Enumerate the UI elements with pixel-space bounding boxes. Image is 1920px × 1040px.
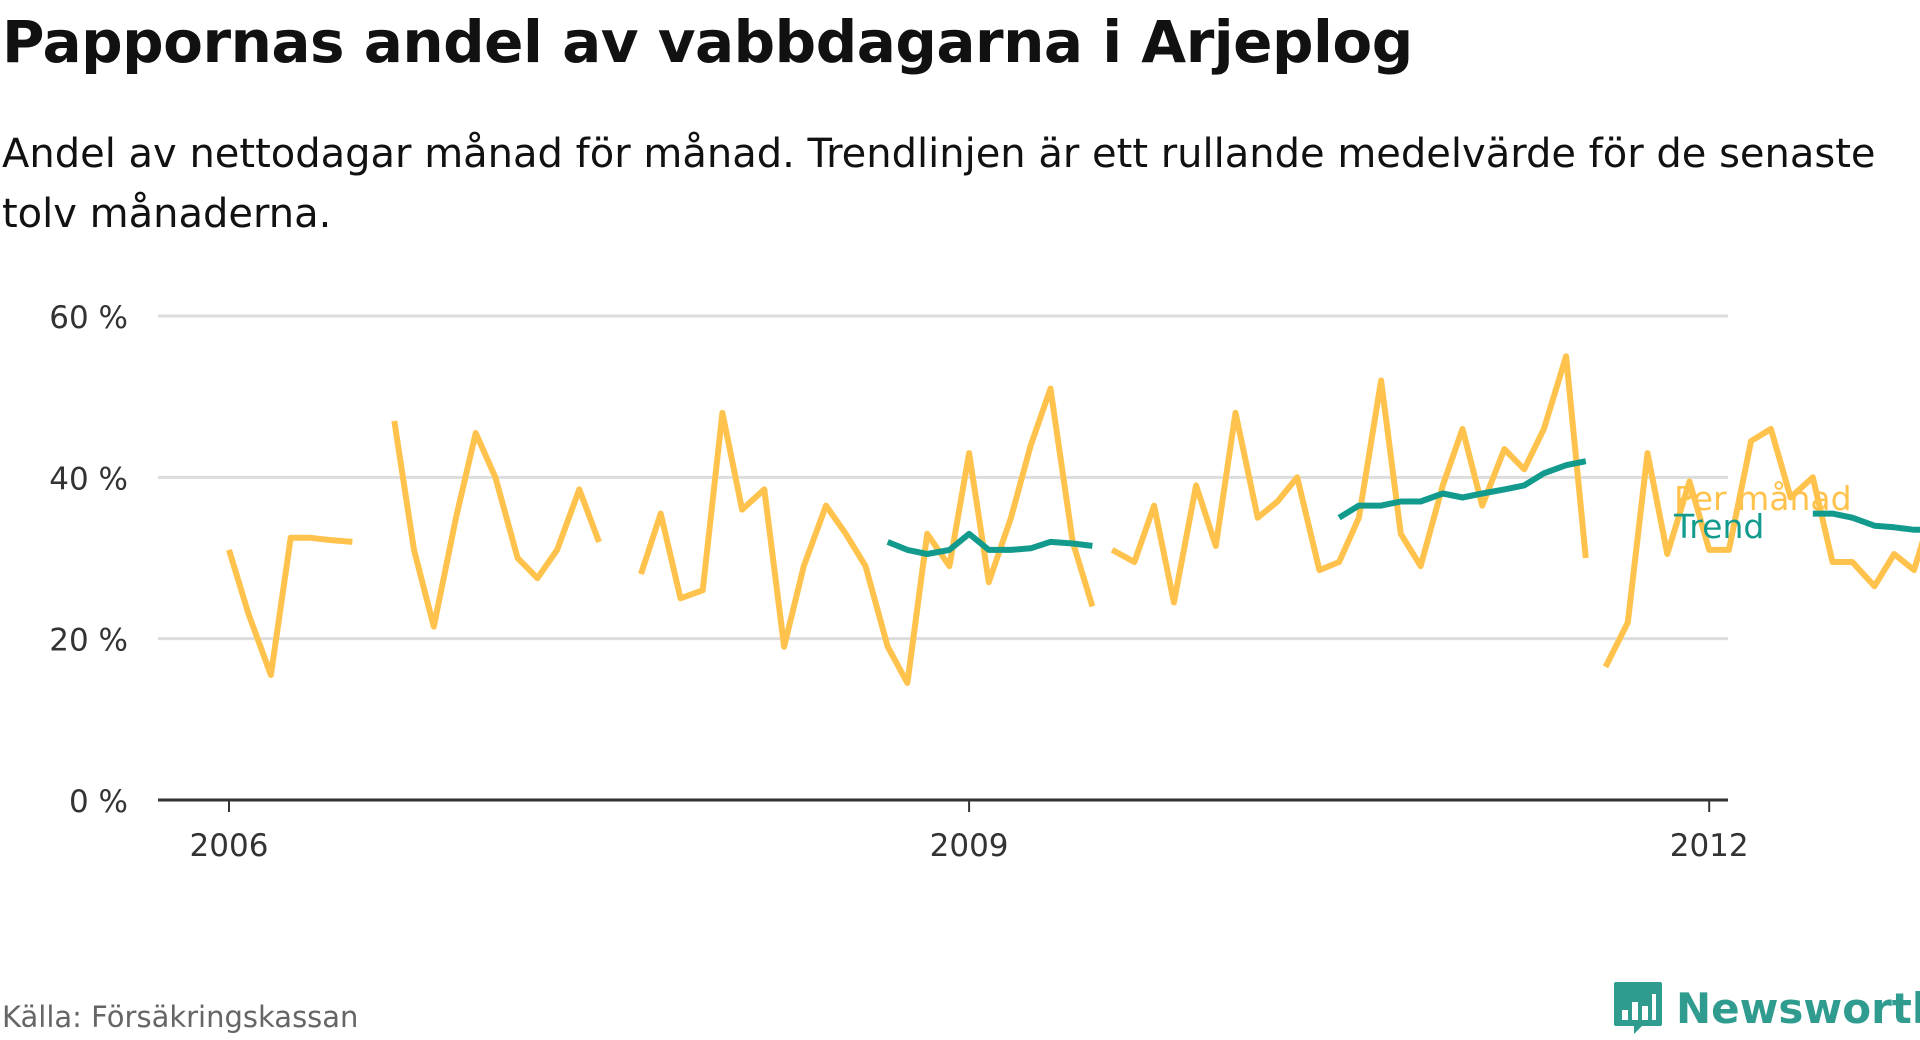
label-per-manad: Per månad [1674, 479, 1852, 518]
axes: 0 %20 %40 %60 %2006200920122015201820212… [49, 300, 1749, 864]
gridlines [158, 314, 1728, 641]
series-trend-line [886, 530, 1093, 557]
series-monthly-line [391, 420, 602, 630]
chart-subtitle: Andel av nettodagar månad för månad. Tre… [2, 131, 1876, 237]
series-trend-line [1337, 458, 1587, 521]
brand-name: Newsworthy [1676, 983, 1920, 1033]
chart-title: Pappornas andel av vabbdagarna i Arjeplo… [2, 8, 1413, 76]
bar-chart-icon [1614, 982, 1662, 1034]
x-tick-label: 2012 [1670, 828, 1749, 864]
y-tick-label: 60 % [49, 300, 128, 336]
series-lines [226, 353, 1920, 686]
series-monthly-line [1602, 425, 1920, 669]
brand-logo[interactable]: Newsworthy [1612, 978, 1920, 1038]
label-trend: Trend [1673, 507, 1764, 546]
y-tick-label: 20 % [49, 623, 128, 659]
x-tick-label: 2009 [930, 828, 1009, 864]
y-tick-label: 40 % [49, 461, 128, 497]
series-monthly-line [1110, 353, 1589, 606]
y-tick-label: 0 % [69, 784, 128, 820]
source-note: Källa: Försäkringskassan [2, 1000, 359, 1034]
series-monthly-line [226, 534, 353, 678]
x-tick-label: 2006 [190, 828, 269, 864]
series-monthly-line [638, 385, 1096, 686]
